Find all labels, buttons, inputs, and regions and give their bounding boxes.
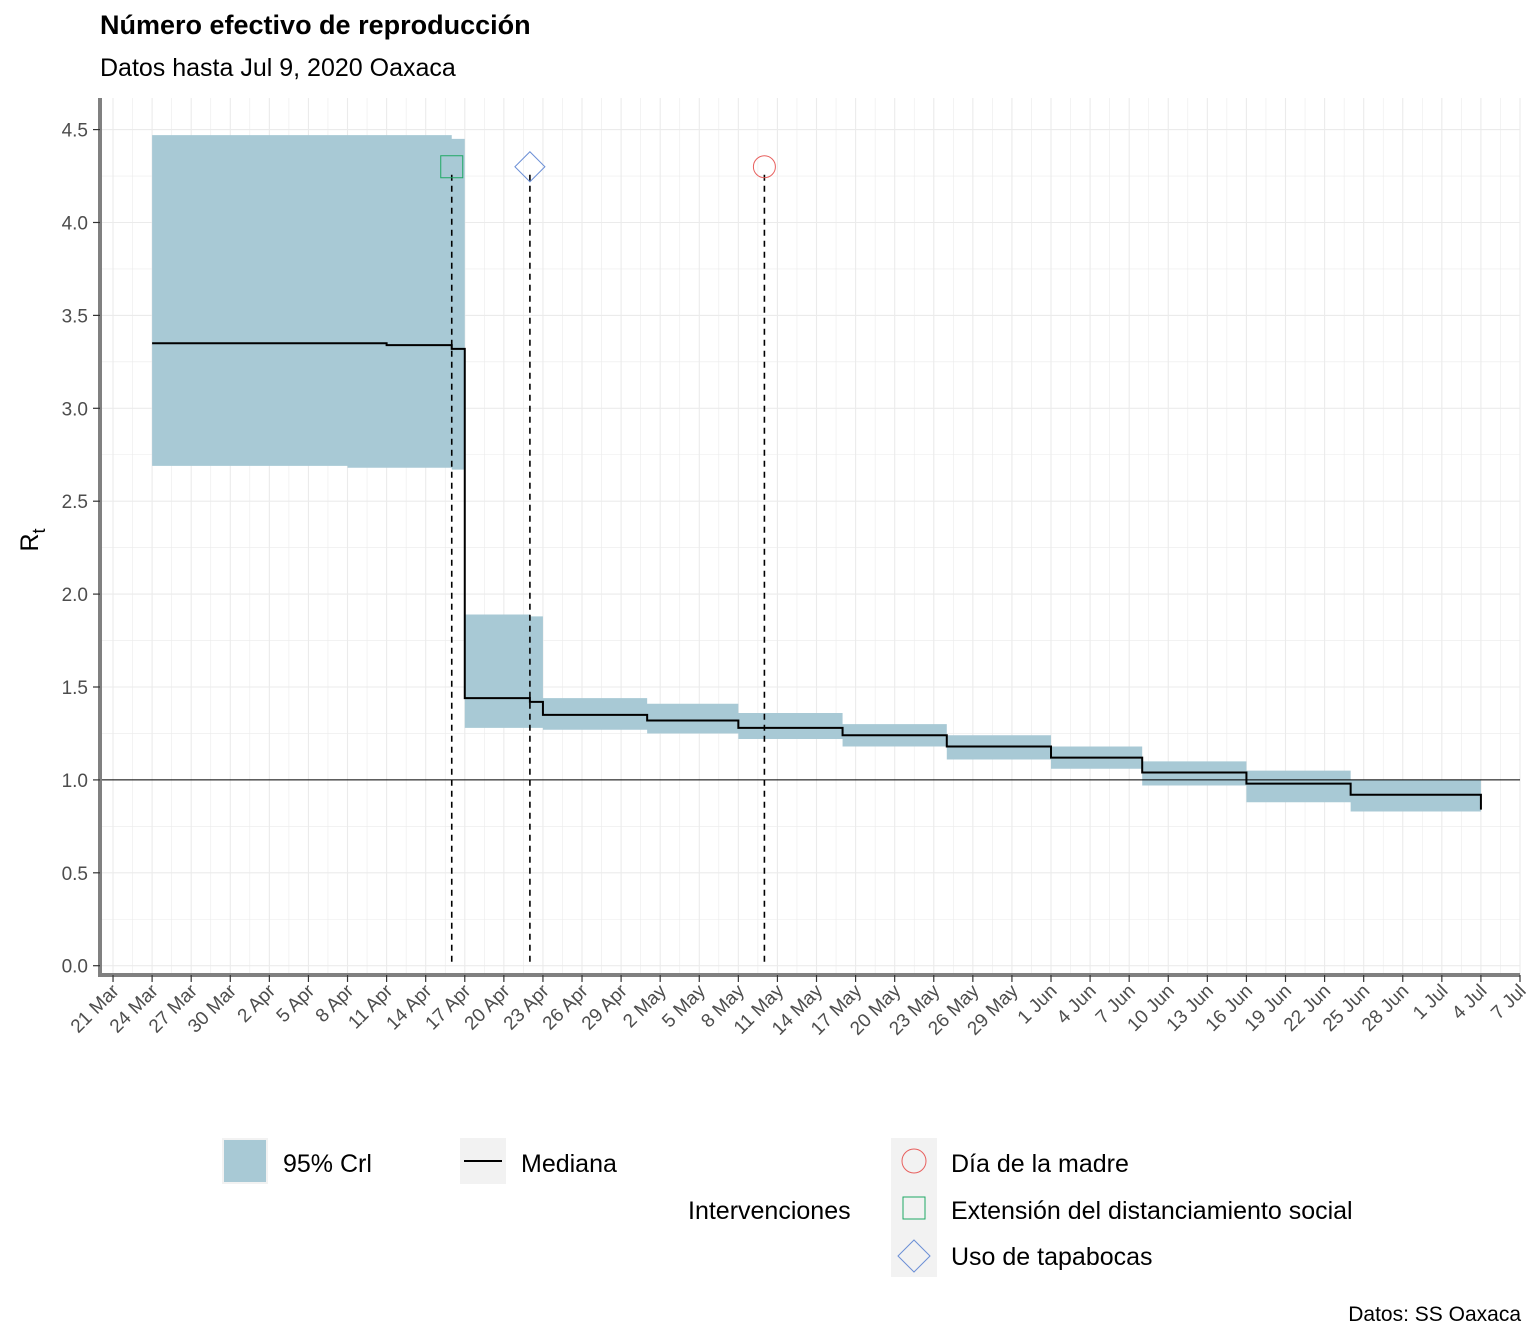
intervention-markers	[440, 151, 776, 183]
x-tick-label: 29 Apr	[578, 980, 632, 1034]
x-tick-label: 7 Jul	[1487, 981, 1530, 1024]
x-tick-label: 2 Apr	[234, 980, 281, 1027]
y-tick-label: 1.5	[62, 678, 88, 699]
y-tick-label: 0.5	[62, 864, 88, 885]
y-tick-label: 3.5	[62, 306, 88, 327]
caption: Datos: SS Oaxaca	[1348, 1303, 1521, 1326]
legend-ribbon-label: 95% Crl	[283, 1150, 372, 1178]
median-line-layer	[152, 342, 1482, 810]
legend-median-label: Mediana	[521, 1150, 617, 1178]
y-tick-label: 3.0	[62, 399, 88, 420]
x-tick-label: 5 Apr	[273, 980, 320, 1027]
legend-item-tapabocas: Uso de tapabocas	[951, 1243, 1153, 1271]
legend-distanciamiento-icon	[902, 1196, 926, 1220]
x-tick-label: 1 Jun	[1014, 981, 1062, 1029]
median-line	[152, 342, 1482, 810]
ribbon-area	[152, 135, 1481, 825]
y-axis-label: Rt	[16, 528, 49, 551]
x-tick-label: 4 Jul	[1448, 981, 1491, 1024]
y-axis-label-subscript: t	[29, 528, 49, 533]
x-tick-label: 4 Jun	[1053, 981, 1101, 1029]
axes	[98, 98, 1520, 977]
y-tick-label: 4.5	[62, 121, 88, 142]
legend-ribbon-swatch	[224, 1140, 266, 1182]
intervention-marker-tapabocas	[514, 151, 546, 183]
credible-interval-ribbon	[152, 135, 1481, 825]
legend-tapabocas-icon	[897, 1239, 931, 1273]
legend-item-distanciamiento: Extensión del distanciamiento social	[951, 1197, 1353, 1225]
intervention-lines	[450, 174, 766, 966]
page-subtitle: Datos hasta Jul 9, 2020 Oaxaca	[100, 54, 456, 82]
y-tick-label: 2.5	[62, 492, 88, 513]
intervention-marker-madre	[752, 155, 776, 179]
y-tick-label: 2.0	[62, 585, 88, 606]
y-tick-label: 0.0	[62, 957, 88, 978]
x-tick-label: 1 Jul	[1409, 981, 1452, 1024]
y-tick-label: 1.0	[62, 771, 88, 792]
legend: 95% Crl Mediana Intervenciones Día de la…	[222, 1138, 1353, 1277]
legend-item-madre: Día de la madre	[951, 1150, 1129, 1178]
y-tick-label: 4.0	[62, 213, 88, 234]
x-tick-label: 5 May	[658, 980, 710, 1032]
x-tick-label: 2 May	[619, 980, 671, 1032]
legend-madre-icon	[901, 1148, 927, 1174]
y-axis-label-main: R	[16, 533, 44, 551]
intervention-marker-distanciamiento	[440, 155, 464, 179]
legend-key-interventions-bg	[891, 1138, 937, 1277]
legend-interventions-title: Intervenciones	[688, 1197, 851, 1225]
page-title: Número efectivo de reproducción	[100, 10, 531, 40]
y-tick-labels: 0.0 0.5 1.0 1.5 2.0 2.5 3.0 3.5 4.0 4.5	[62, 121, 100, 978]
